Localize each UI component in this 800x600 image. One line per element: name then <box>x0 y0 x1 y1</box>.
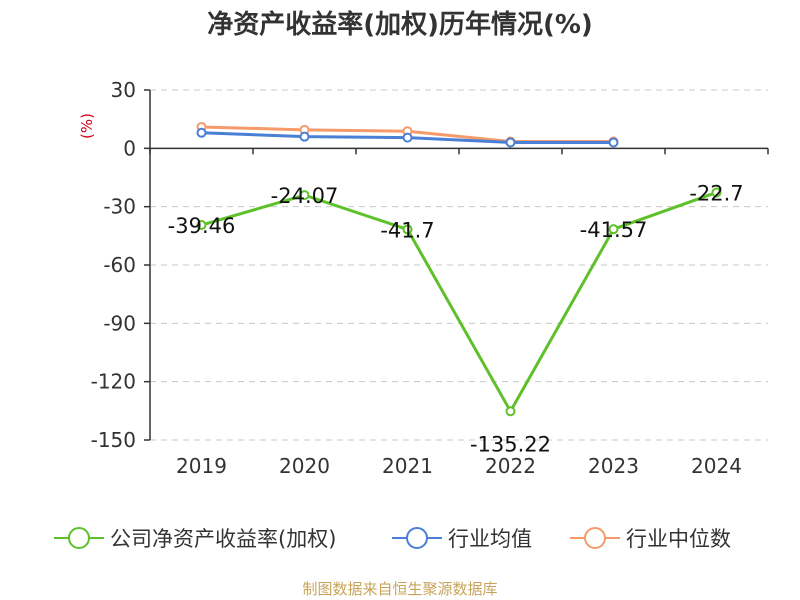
legend-label-0: 公司净资产收益率(加权) <box>110 527 336 551</box>
series-1-point-2023 <box>608 137 619 148</box>
series-0-point-2019 <box>196 220 207 231</box>
legend-label-2: 行业中位数 <box>626 527 731 551</box>
x-tick-label-2020: 2020 <box>279 454 330 478</box>
y-tick-label-2: -30 <box>103 195 136 219</box>
series-0-point-2021 <box>402 224 413 235</box>
legend-marker-1 <box>406 527 428 549</box>
x-tick-label-2022: 2022 <box>485 454 536 478</box>
data-label-2021: -41.7 <box>380 218 434 242</box>
data-label-2020: -24.07 <box>271 184 339 208</box>
series-0-point-2023 <box>608 224 619 235</box>
source-note: 制图数据来自恒生聚源数据库 <box>302 580 498 598</box>
series-0-point-2024 <box>711 187 722 198</box>
series-1-point-2019 <box>196 127 207 138</box>
y-axis-unit-label: (%) <box>78 113 96 139</box>
series-1-point-2022 <box>505 137 516 148</box>
legend-marker-0 <box>68 527 90 549</box>
data-label-2022: -135.22 <box>470 432 551 456</box>
y-tick-label-0: 30 <box>111 78 136 102</box>
x-tick-label-2021: 2021 <box>382 454 433 478</box>
y-tick-label-6: -150 <box>91 428 136 452</box>
legend-label-1: 行业均值 <box>448 527 532 551</box>
chart-title: 净资产收益率(加权)历年情况(%) <box>207 10 593 40</box>
data-label-2023: -41.57 <box>580 218 648 242</box>
series-0-point-2022 <box>505 406 516 417</box>
data-label-2024: -22.7 <box>689 181 743 205</box>
y-tick-label-1: 0 <box>123 136 136 160</box>
y-tick-label-4: -90 <box>103 311 136 335</box>
series-1-point-2021 <box>402 132 413 143</box>
series-0-point-2020 <box>299 190 310 201</box>
legend-marker-2 <box>584 527 606 549</box>
data-label-2019: -39.46 <box>168 214 236 238</box>
y-tick-label-3: -60 <box>103 253 136 277</box>
y-tick-label-5: -120 <box>91 370 136 394</box>
x-tick-label-2024: 2024 <box>691 454 742 478</box>
x-tick-label-2023: 2023 <box>588 454 639 478</box>
series-line-0 <box>201 191 718 413</box>
series-1-point-2020 <box>299 131 310 142</box>
x-tick-label-2019: 2019 <box>176 454 227 478</box>
